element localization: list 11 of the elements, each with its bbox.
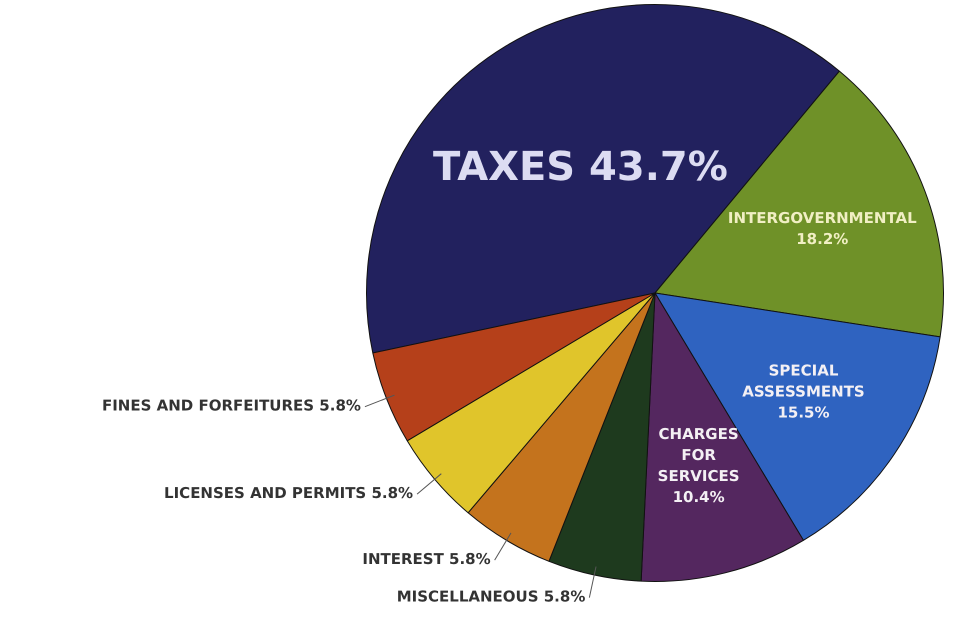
slice-label: LICENSES AND PERMITS 5.8% (164, 484, 414, 502)
slice-label: FINES AND FORFEITURES 5.8% (102, 396, 361, 415)
slice-label: TAXES 43.7% (433, 144, 728, 190)
data-label: 18.2% (796, 230, 848, 248)
data-label: 15.5% (777, 404, 830, 422)
slice-label: INTEREST 5.8% (362, 550, 491, 568)
slice-label: CHARGES FOR SERVICES (658, 424, 740, 485)
slice-label: MISCELLANEOUS 5.8% (396, 587, 586, 606)
slice-label: SPECIAL ASSESSMENTS (742, 362, 865, 401)
slice-label: INTERGOVERNMENTAL (728, 209, 918, 227)
data-label: 10.4% (672, 488, 725, 506)
